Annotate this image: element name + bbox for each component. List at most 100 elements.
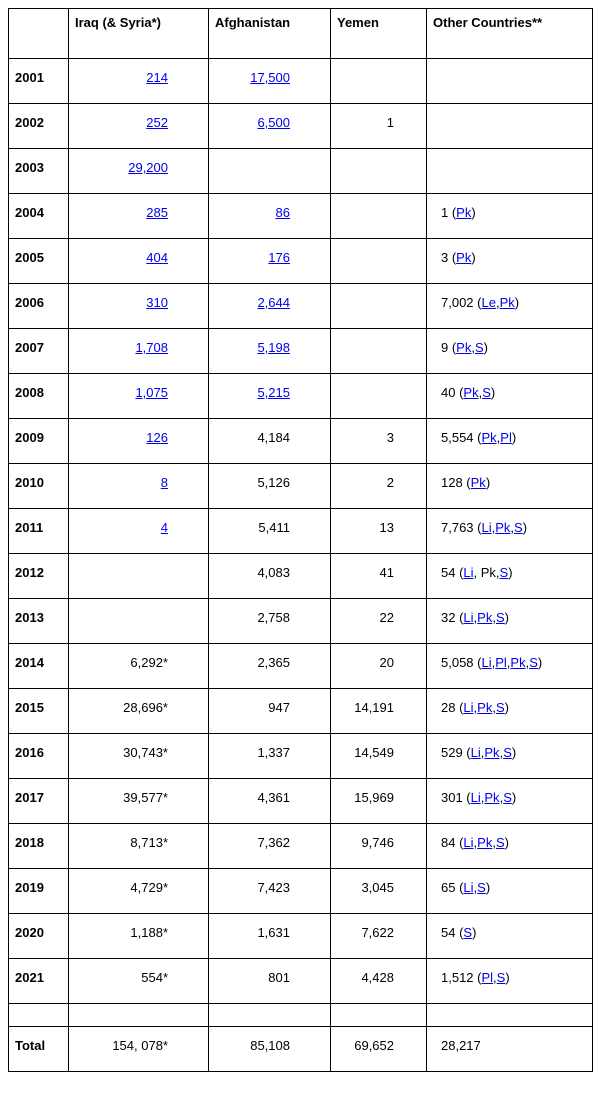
table-cell: 6,292* <box>69 644 208 688</box>
value-link[interactable]: 29,200 <box>128 160 168 175</box>
country-link[interactable]: Li <box>471 790 481 805</box>
country-link[interactable]: S <box>496 835 505 850</box>
value-link[interactable]: 126 <box>146 430 168 445</box>
country-link[interactable]: Pk <box>471 475 486 490</box>
table-cell: 41 <box>331 554 426 598</box>
table-cell: 1,075 <box>69 374 208 418</box>
table-cell: 176 <box>209 239 330 283</box>
value-link[interactable]: 5,198 <box>257 340 290 355</box>
value-link[interactable]: 8 <box>161 475 168 490</box>
total-row: Total154, 078*85,10869,65228,217 <box>9 1027 593 1072</box>
table-cell: 15,969 <box>331 779 426 823</box>
country-link[interactable]: Pk <box>456 340 471 355</box>
value-link[interactable]: 404 <box>146 250 168 265</box>
country-link[interactable]: Pk <box>500 295 515 310</box>
table-cell-other <box>427 59 592 103</box>
value-link[interactable]: 2,644 <box>257 295 290 310</box>
country-link[interactable]: Pk <box>477 610 492 625</box>
table-cell <box>331 284 426 328</box>
country-link[interactable]: Pk <box>477 700 492 715</box>
table-cell-other: 5,058 (Li,Pl,Pk,S) <box>427 644 592 688</box>
country-link[interactable]: Pk <box>481 430 496 445</box>
country-link[interactable]: Li <box>471 745 481 760</box>
table-cell: 3,045 <box>331 869 426 913</box>
table-row: 2002 252 6,500 1 <box>9 104 593 149</box>
country-link[interactable]: S <box>514 520 523 535</box>
table-cell: 9,746 <box>331 824 426 868</box>
header-afghanistan: Afghanistan <box>209 9 330 58</box>
country-link[interactable]: Pk <box>484 745 499 760</box>
country-link[interactable]: S <box>496 610 505 625</box>
year-cell: 2002 <box>9 104 68 148</box>
country-link[interactable]: S <box>503 745 512 760</box>
country-link[interactable]: S <box>475 340 484 355</box>
year-cell: 2001 <box>9 59 68 103</box>
year-cell: 2006 <box>9 284 68 328</box>
country-link[interactable]: Pk <box>463 385 478 400</box>
table-cell: 4,184 <box>209 419 330 463</box>
table-row: 20188,713*7,3629,74684 (Li,Pk,S) <box>9 824 593 869</box>
table-cell: 6,500 <box>209 104 330 148</box>
country-link[interactable]: Pk <box>510 655 525 670</box>
table-cell: 14,549 <box>331 734 426 778</box>
country-link[interactable]: Li <box>463 565 473 580</box>
table-cell-other: 54 (S) <box>427 914 592 958</box>
value-link[interactable]: 86 <box>276 205 290 220</box>
value-link[interactable]: 1,708 <box>135 340 168 355</box>
country-link[interactable]: S <box>497 970 506 985</box>
country-link[interactable]: S <box>500 565 509 580</box>
country-link[interactable]: S <box>477 880 486 895</box>
year-cell: 2015 <box>9 689 68 733</box>
year-cell: 2011 <box>9 509 68 553</box>
header-other: Other Countries** <box>427 9 592 58</box>
value-link[interactable]: 176 <box>268 250 290 265</box>
country-link[interactable]: Pk <box>456 250 471 265</box>
country-link[interactable]: Li <box>463 610 473 625</box>
country-link[interactable]: Pk <box>495 520 510 535</box>
table-cell: 4,729* <box>69 869 208 913</box>
year-cell: 2018 <box>9 824 68 868</box>
country-link[interactable]: Li <box>481 655 491 670</box>
country-link[interactable]: Le <box>481 295 495 310</box>
country-link[interactable]: Li <box>463 835 473 850</box>
country-link[interactable]: Li <box>481 520 491 535</box>
country-link[interactable]: Li <box>463 880 473 895</box>
value-link[interactable]: 310 <box>146 295 168 310</box>
value-link[interactable]: 4 <box>161 520 168 535</box>
table-cell-other: 40 (Pk,S) <box>427 374 592 418</box>
value-link[interactable]: 285 <box>146 205 168 220</box>
value-link[interactable]: 5,215 <box>257 385 290 400</box>
year-cell: 2016 <box>9 734 68 778</box>
country-link[interactable]: S <box>463 925 472 940</box>
table-row: 201630,743*1,33714,549529 (Li,Pk,S) <box>9 734 593 779</box>
country-link[interactable]: S <box>496 700 505 715</box>
table-row: 2004285861 (Pk) <box>9 194 593 239</box>
country-link[interactable]: Pl <box>481 970 493 985</box>
country-link[interactable]: Pl <box>495 655 507 670</box>
header-yemen: Yemen <box>331 9 426 58</box>
country-link[interactable]: S <box>529 655 538 670</box>
table-cell-other: 9 (Pk,S) <box>427 329 592 373</box>
table-cell: 1 <box>331 104 426 148</box>
year-cell: 2007 <box>9 329 68 373</box>
table-cell <box>331 149 426 193</box>
value-link[interactable]: 1,075 <box>135 385 168 400</box>
country-link[interactable]: S <box>503 790 512 805</box>
total-cell: 69,652 <box>331 1027 426 1071</box>
country-link[interactable]: Li <box>463 700 473 715</box>
value-link[interactable]: 6,500 <box>257 115 290 130</box>
header-blank <box>9 9 68 43</box>
value-link[interactable]: 214 <box>146 70 168 85</box>
country-link[interactable]: Pk <box>484 790 499 805</box>
country-link[interactable]: Pk <box>477 835 492 850</box>
table-cell <box>331 239 426 283</box>
table-cell-other: 7,763 (Li,Pk,S) <box>427 509 592 553</box>
value-link[interactable]: 17,500 <box>250 70 290 85</box>
value-link[interactable]: 252 <box>146 115 168 130</box>
country-link[interactable]: Pk <box>456 205 471 220</box>
country-link[interactable]: Pl <box>500 430 512 445</box>
table-cell: 8,713* <box>69 824 208 868</box>
table-cell-other: 1 (Pk) <box>427 194 592 238</box>
country-link[interactable]: S <box>482 385 491 400</box>
table-cell: 4 <box>69 509 208 553</box>
